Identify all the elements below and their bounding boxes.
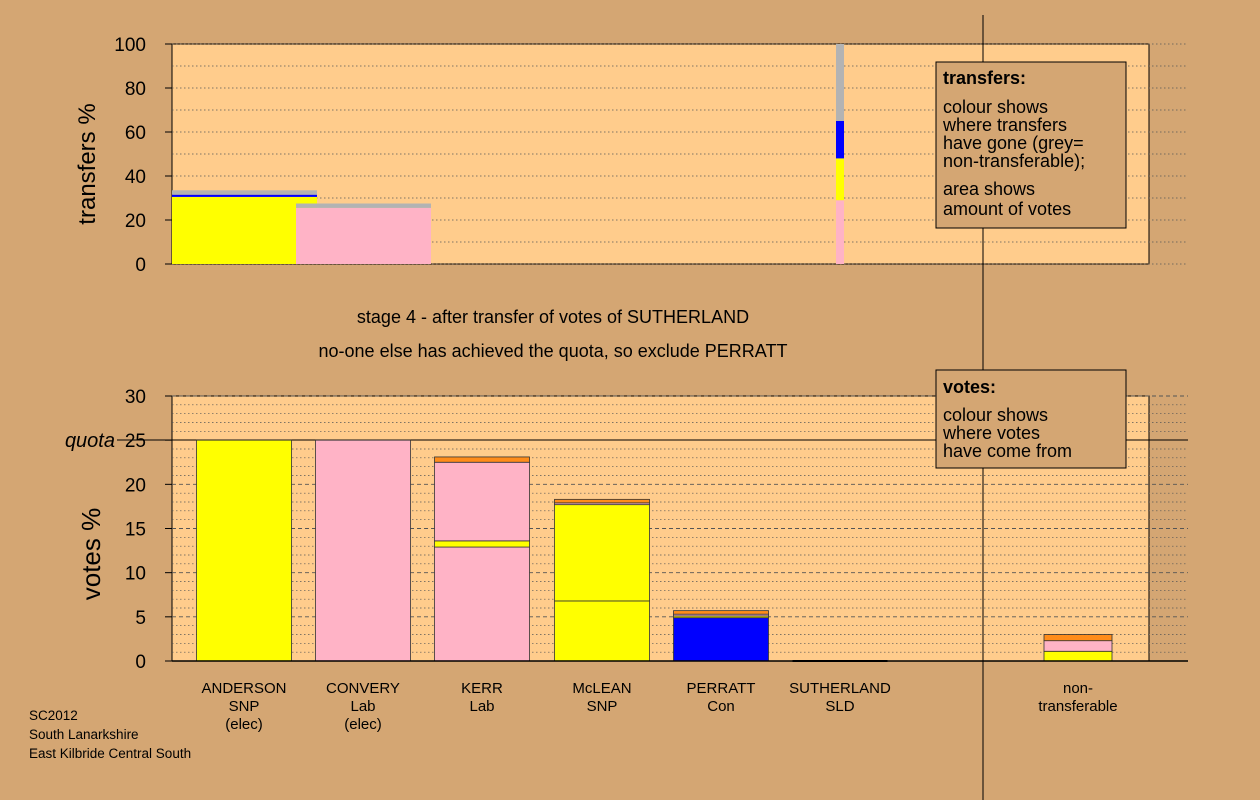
stage-line-2: no-one else has achieved the quota, so e… <box>319 341 788 361</box>
transfer-segment-convery <box>296 207 431 264</box>
vote-segment <box>315 439 411 662</box>
legend-line: where transfers <box>942 115 1067 135</box>
legend-line: have gone (grey= <box>943 133 1084 153</box>
legend-line: have come from <box>943 441 1072 461</box>
footer-line: South Lanarkshire <box>29 727 139 742</box>
transfer-segment-anderson <box>172 196 317 264</box>
footer-line: East Kilbride Central South <box>29 746 191 761</box>
vote-segment <box>1043 650 1113 662</box>
footer-line: SC2012 <box>29 708 78 723</box>
votes-tick-label: 10 <box>125 564 146 585</box>
votes-tick-label: 30 <box>125 387 146 408</box>
votes-tick-label: 20 <box>125 475 146 496</box>
vote-segment <box>196 439 292 662</box>
transfers-bars <box>172 44 844 264</box>
quota-label: quota <box>65 430 115 452</box>
transfers-tick-label: 0 <box>135 255 146 276</box>
transfer-segment-anderson <box>172 190 317 195</box>
transfer-segment-sutherland <box>836 200 844 264</box>
legend-line: colour shows <box>943 97 1048 117</box>
vote-segment <box>1043 640 1113 652</box>
transfer-segment-convery <box>296 203 431 208</box>
transfers-tick-label: 100 <box>114 35 146 56</box>
votes-category-labels: ANDERSON SNP (elec) CONVERY Lab (elec) KERR Lab… <box>201 680 1117 733</box>
transfer-segment-sutherland <box>836 158 844 201</box>
category-label: non-transferable <box>1038 680 1117 715</box>
legend-line: amount of votes <box>943 199 1071 219</box>
vote-segment <box>1043 634 1113 642</box>
footer-caption: SC2012 South Lanarkshire East Kilbride Cen… <box>29 708 191 761</box>
vote-segment <box>434 540 530 548</box>
vote-segment <box>673 610 769 615</box>
votes-tick-label: 25 <box>125 431 146 452</box>
transfers-tick-label: 40 <box>125 167 146 188</box>
vote-segment <box>554 600 650 662</box>
transfers-tick-label: 20 <box>125 211 146 232</box>
category-label: PERRATT Con <box>687 680 756 715</box>
category-label: CONVERY Lab (elec) <box>326 680 400 733</box>
votes-y-axis-label: votes % <box>76 508 106 601</box>
vote-segment <box>434 456 530 463</box>
legend-line: non-transferable); <box>943 151 1085 171</box>
legend-line: colour shows <box>943 405 1048 425</box>
vote-segment <box>554 504 650 602</box>
votes-tick-label: 0 <box>135 652 146 673</box>
votes-tick-label: 5 <box>135 608 146 629</box>
vote-segment <box>673 617 769 662</box>
transfers-y-ticks: 0 20 40 60 80 100 <box>114 35 172 276</box>
legend-line: where votes <box>942 423 1040 443</box>
transfers-tick-label: 60 <box>125 123 146 144</box>
transfer-segment-sutherland <box>836 44 844 121</box>
vote-segment <box>554 498 650 504</box>
transfer-segment-sutherland <box>836 121 844 159</box>
transfers-y-axis-label: transfers % <box>74 103 101 224</box>
votes-legend-box <box>935 369 1127 469</box>
transfer-segment-anderson <box>172 194 317 197</box>
vote-segment <box>434 546 530 662</box>
category-label: ANDERSON SNP (elec) <box>201 680 286 733</box>
category-label: SUTHERLAND SLD <box>789 680 891 715</box>
votes-y-ticks: 0 5 10 15 20 25 30 <box>125 387 172 673</box>
stage-line-1: stage 4 - after transfer of votes of SUT… <box>357 307 749 327</box>
vote-segment <box>434 461 530 542</box>
category-label: McLEAN SNP <box>572 680 631 715</box>
transfers-legend-title: transfers: <box>943 68 1026 88</box>
category-label: KERR Lab <box>461 680 503 715</box>
votes-legend-title: votes: <box>943 377 996 397</box>
votes-tick-label: 15 <box>125 520 146 541</box>
votes-bars <box>196 439 1113 662</box>
transfers-tick-label: 80 <box>125 79 146 100</box>
transfers-legend-box <box>935 61 1127 229</box>
votes-panel: 0 5 10 15 20 25 30 quota ANDERSON SNP (elec) CONV… <box>65 387 1188 733</box>
legend-line: area shows <box>943 179 1035 199</box>
